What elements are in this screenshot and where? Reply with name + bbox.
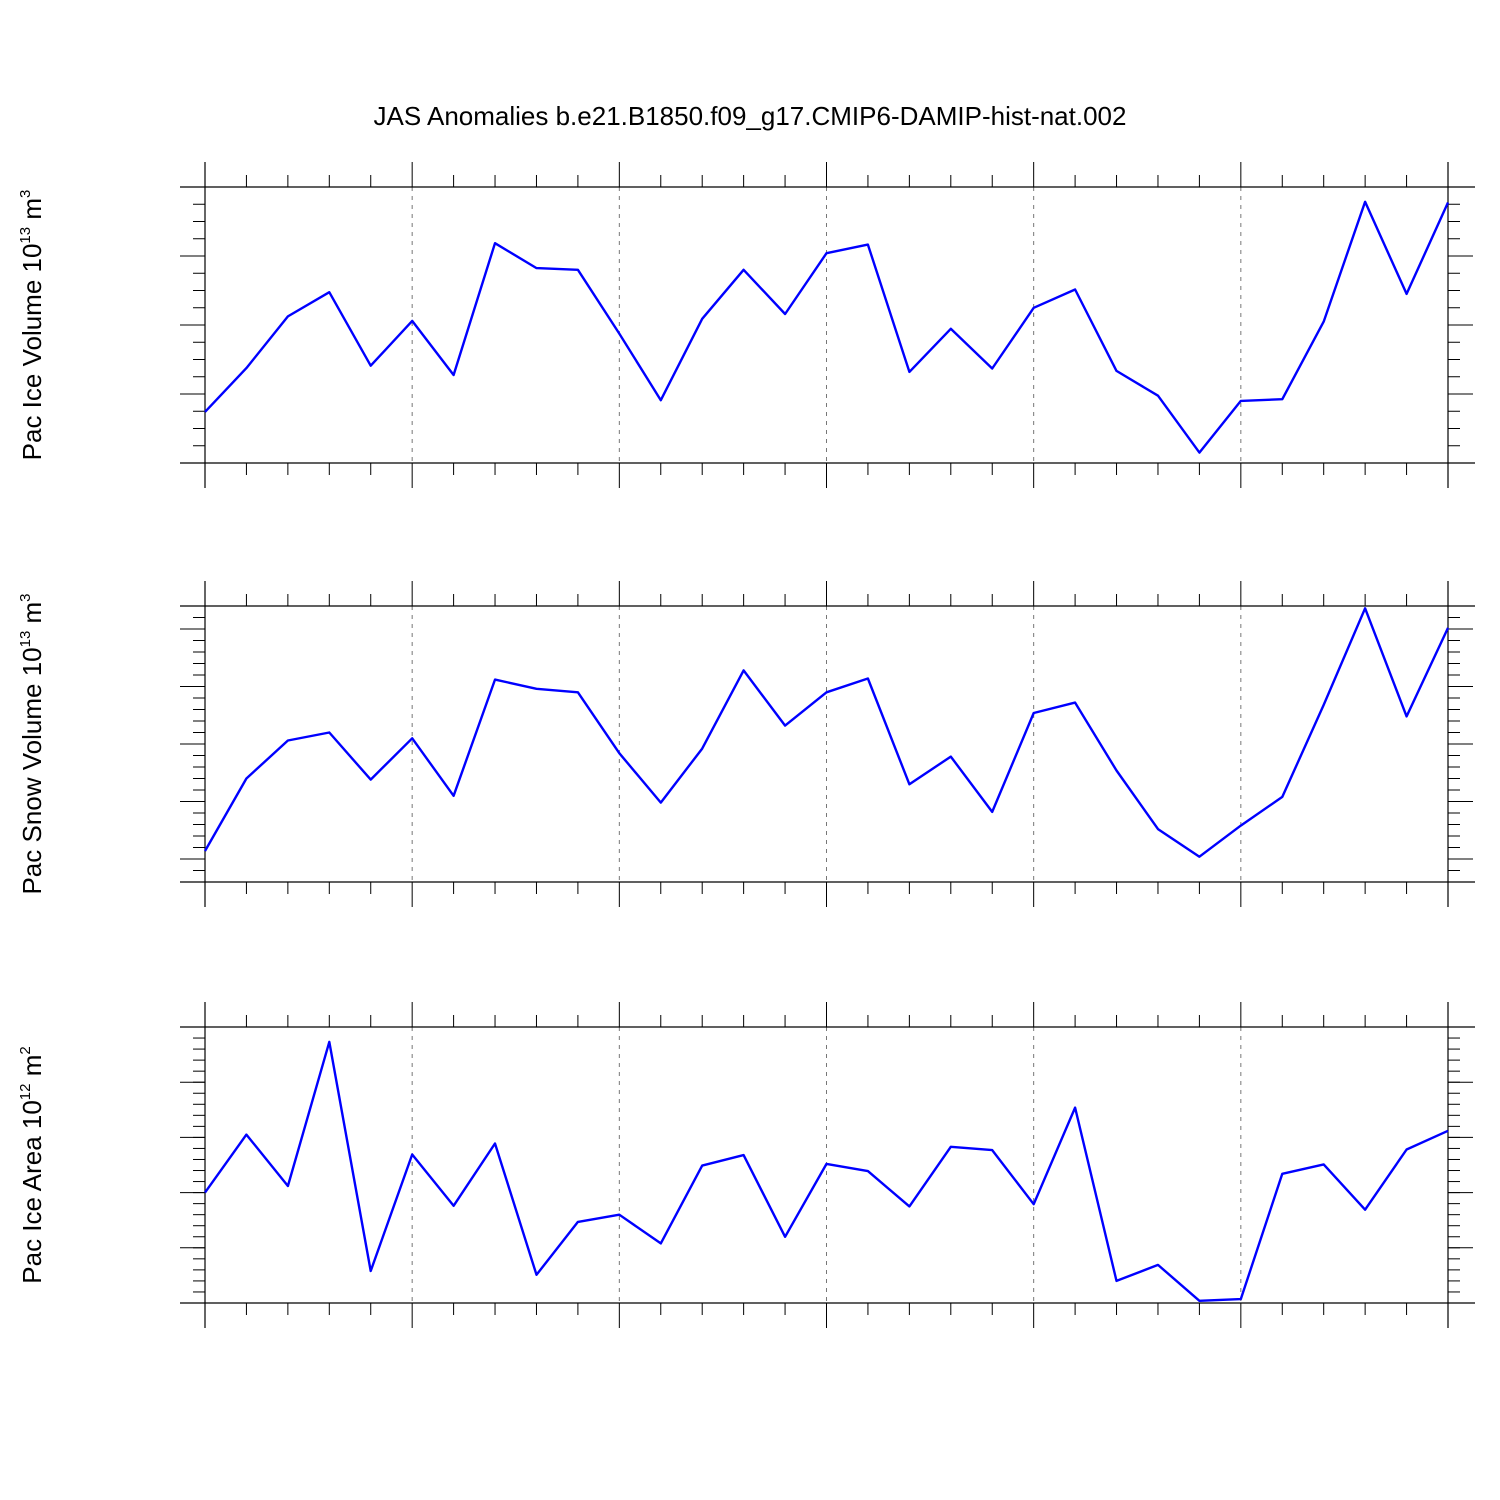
y-axis-label-exponent: 12 <box>17 1083 34 1100</box>
y-axis-label-exponent: 2 <box>17 1046 34 1054</box>
chart-panel-1: Pac Ice Volume 1013 m3 <box>17 162 1475 488</box>
y-axis-label-part: m <box>17 1055 47 1084</box>
y-axis-label-exponent: 3 <box>17 190 34 198</box>
chart-panel-2: Pac Snow Volume 1013 m3 <box>17 581 1475 907</box>
y-axis-label: Pac Ice Volume 1013 m3 <box>17 190 47 461</box>
y-axis-label-exponent: 3 <box>17 593 34 601</box>
figure-title: JAS Anomalies b.e21.B1850.f09_g17.CMIP6-… <box>374 101 1127 131</box>
y-axis-label-part: Pac Ice Volume 10 <box>17 244 47 461</box>
y-axis-label: Pac Ice Area 1012 m2 <box>17 1046 47 1283</box>
y-axis-label-part: m <box>17 198 47 227</box>
chart-panel-3: Pac Ice Area 1012 m2 <box>17 1002 1475 1328</box>
y-axis-label-exponent: 13 <box>17 631 34 648</box>
y-axis-label-exponent: 13 <box>17 227 34 244</box>
y-axis-label-part: m <box>17 602 47 631</box>
y-axis-label: Pac Snow Volume 1013 m3 <box>17 593 47 894</box>
y-axis-label-part: Pac Snow Volume 10 <box>17 647 47 894</box>
y-axis-label-part: Pac Ice Area 10 <box>17 1100 47 1284</box>
